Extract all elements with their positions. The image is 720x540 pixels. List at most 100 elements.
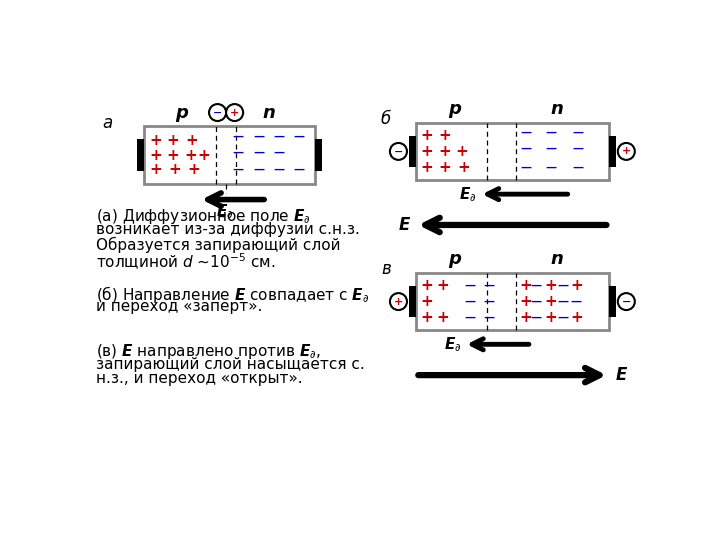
Text: —: — xyxy=(572,163,584,173)
Text: +: + xyxy=(150,148,163,163)
Text: +: + xyxy=(150,133,163,148)
Bar xyxy=(144,126,315,184)
Text: в: в xyxy=(381,260,391,278)
Bar xyxy=(138,139,144,171)
Circle shape xyxy=(226,104,243,121)
Circle shape xyxy=(390,293,407,310)
Text: —: — xyxy=(233,132,243,142)
Text: —: — xyxy=(521,163,531,173)
Text: —: — xyxy=(546,163,557,173)
Text: (в) $\boldsymbol{E}$ направлено против $\boldsymbol{E}_{\partial}$,: (в) $\boldsymbol{E}$ направлено против $… xyxy=(96,342,321,361)
Text: +: + xyxy=(570,310,582,325)
Text: —: — xyxy=(484,313,495,323)
Text: —: — xyxy=(464,280,475,291)
Text: n: n xyxy=(551,100,563,118)
Text: n: n xyxy=(262,104,275,122)
Text: —: — xyxy=(572,128,584,138)
Text: (а) Диффузионное поле $\boldsymbol{E}_{\partial}$: (а) Диффузионное поле $\boldsymbol{E}_{\… xyxy=(96,207,311,226)
Text: +: + xyxy=(436,278,449,293)
Text: —: — xyxy=(557,280,568,291)
Text: и переход «заперт».: и переход «заперт». xyxy=(96,299,263,314)
Text: $\boldsymbol{E}_{\partial}$: $\boldsymbol{E}_{\partial}$ xyxy=(459,185,477,204)
Text: —: — xyxy=(274,147,284,157)
Text: +: + xyxy=(420,310,433,325)
Text: n: n xyxy=(551,250,563,268)
Text: запирающий слой насыщается с.: запирающий слой насыщается с. xyxy=(96,356,365,372)
Text: +: + xyxy=(420,128,433,143)
Text: —: — xyxy=(530,296,541,307)
Text: +: + xyxy=(456,144,469,159)
Text: p: p xyxy=(448,250,461,268)
Text: +: + xyxy=(436,310,449,325)
Text: $\boldsymbol{E}$: $\boldsymbol{E}$ xyxy=(398,216,411,234)
Text: a: a xyxy=(102,113,112,132)
Bar xyxy=(408,136,415,167)
Text: —: — xyxy=(274,165,284,175)
Text: —: — xyxy=(571,296,582,307)
Text: +: + xyxy=(420,278,433,293)
Circle shape xyxy=(390,143,407,160)
Bar xyxy=(415,123,609,180)
Text: +: + xyxy=(394,296,403,307)
Text: —: — xyxy=(274,132,284,142)
Text: +: + xyxy=(197,148,210,163)
Text: —: — xyxy=(521,144,531,153)
Text: +: + xyxy=(570,278,582,293)
Text: +: + xyxy=(184,148,197,163)
Text: +: + xyxy=(621,146,631,157)
Text: $\boldsymbol{E}$: $\boldsymbol{E}$ xyxy=(615,366,629,384)
Text: —: — xyxy=(546,144,557,153)
Text: —: — xyxy=(464,313,475,323)
Text: +: + xyxy=(520,310,532,325)
Text: —: — xyxy=(253,165,264,175)
Text: —: — xyxy=(464,296,475,307)
Circle shape xyxy=(618,293,635,310)
Bar xyxy=(609,286,616,318)
Text: —: — xyxy=(557,296,568,307)
Text: +: + xyxy=(186,133,199,148)
Text: —: — xyxy=(546,128,557,138)
Text: +: + xyxy=(168,162,181,177)
Text: —: — xyxy=(530,280,541,291)
Text: —: — xyxy=(233,147,243,157)
Text: (б) Направление $\boldsymbol{E}$ совпадает с $\boldsymbol{E}_{\partial}$: (б) Направление $\boldsymbol{E}$ совпада… xyxy=(96,284,369,305)
Text: —: — xyxy=(484,296,495,307)
Text: —: — xyxy=(572,144,584,153)
Text: +: + xyxy=(545,278,557,293)
Text: возникает из-за диффузии с.н.з.: возникает из-за диффузии с.н.з. xyxy=(96,222,360,237)
Text: Образуется запирающий слой: Образуется запирающий слой xyxy=(96,237,341,253)
Text: —: — xyxy=(253,147,264,157)
Text: +: + xyxy=(230,107,239,118)
Text: +: + xyxy=(520,278,532,293)
Text: +: + xyxy=(545,310,557,325)
Text: +: + xyxy=(187,162,200,177)
Bar xyxy=(415,273,609,330)
Text: —: — xyxy=(530,313,541,323)
Text: p: p xyxy=(176,104,188,122)
Text: —: — xyxy=(233,165,243,175)
Text: +: + xyxy=(420,294,433,309)
Text: $\boldsymbol{E}_{\partial}$: $\boldsymbol{E}_{\partial}$ xyxy=(444,335,461,354)
Text: —: — xyxy=(294,132,305,142)
Text: —: — xyxy=(294,165,305,175)
Bar xyxy=(609,136,616,167)
Text: б: б xyxy=(381,110,391,127)
Bar xyxy=(408,286,415,318)
Text: +: + xyxy=(150,162,163,177)
Text: +: + xyxy=(167,133,179,148)
Text: p: p xyxy=(448,100,461,118)
Text: +: + xyxy=(438,160,451,175)
Bar xyxy=(315,139,322,171)
Text: $\boldsymbol{E}_{\partial}$: $\boldsymbol{E}_{\partial}$ xyxy=(215,202,233,221)
Text: +: + xyxy=(520,294,532,309)
Text: толщиной $d$ ~10$^{-5}$ см.: толщиной $d$ ~10$^{-5}$ см. xyxy=(96,251,276,272)
Text: —: — xyxy=(521,128,531,138)
Circle shape xyxy=(209,104,226,121)
Text: +: + xyxy=(545,294,557,309)
Text: —: — xyxy=(484,280,495,291)
Text: —: — xyxy=(253,132,264,142)
Text: +: + xyxy=(458,160,470,175)
Text: −: − xyxy=(394,146,403,157)
Text: +: + xyxy=(420,144,433,159)
Text: −: − xyxy=(213,107,222,118)
